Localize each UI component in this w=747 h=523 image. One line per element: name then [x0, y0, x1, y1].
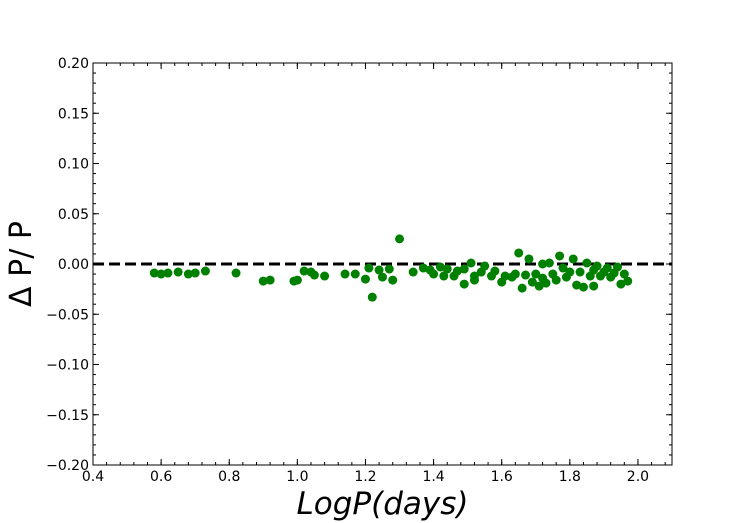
data-point: [320, 271, 330, 281]
data-point: [510, 269, 520, 279]
data-point: [173, 267, 183, 277]
data-point: [459, 264, 469, 274]
data-point: [514, 248, 524, 258]
x-tick-label: 1.0: [286, 469, 308, 485]
data-point: [616, 279, 626, 289]
data-point: [384, 264, 394, 274]
data-point: [183, 269, 193, 279]
chart-marks: [93, 234, 672, 302]
x-tick-label: 1.2: [354, 469, 376, 485]
data-point: [459, 279, 469, 289]
data-point: [527, 277, 537, 287]
data-point: [395, 234, 405, 244]
data-point: [374, 265, 384, 275]
data-point: [521, 270, 531, 280]
y-axis-title: Δ P/ P: [4, 221, 39, 307]
x-tick-label: 0.6: [150, 469, 172, 485]
data-point: [429, 269, 439, 279]
data-point: [408, 267, 418, 277]
data-point: [490, 266, 500, 276]
data-point: [602, 263, 612, 273]
data-point: [200, 266, 210, 276]
data-point: [439, 271, 449, 281]
data-point: [534, 281, 544, 291]
data-point: [565, 267, 575, 277]
data-point: [442, 264, 452, 274]
data-point: [435, 262, 445, 272]
y-tick-label: 0.20: [58, 56, 89, 72]
data-point: [350, 269, 360, 279]
data-point: [531, 269, 541, 279]
data-point: [418, 263, 428, 273]
data-point: [582, 258, 592, 268]
data-point: [340, 269, 350, 279]
y-tick-label: 0.10: [58, 157, 89, 173]
x-tick-label: 2.0: [627, 469, 649, 485]
data-point: [613, 262, 623, 272]
data-point: [592, 261, 602, 271]
data-point: [524, 254, 534, 264]
data-point: [589, 281, 599, 291]
data-point: [623, 276, 633, 286]
y-tick-label: 0.00: [58, 257, 89, 273]
data-point: [367, 292, 377, 302]
data-point: [156, 269, 166, 279]
data-point: [360, 274, 370, 284]
data-point: [378, 272, 387, 282]
data-point: [500, 271, 510, 281]
data-point: [149, 268, 159, 278]
data-point: [517, 283, 527, 293]
data-point: [364, 263, 374, 273]
x-tick-label: 1.8: [559, 469, 581, 485]
x-axis: 0.4 0.6 0.8 1.0 1.2 1.4 1.6 1.8 2.0: [82, 63, 666, 485]
data-point: [555, 251, 565, 261]
data-point: [163, 268, 173, 278]
data-point: [190, 268, 200, 278]
x-tick-label: 0.8: [218, 469, 240, 485]
data-point: [541, 278, 551, 288]
data-point: [572, 280, 582, 290]
y-tick-label: −0.05: [46, 307, 89, 323]
data-point: [309, 270, 319, 280]
data-point: [538, 259, 548, 269]
y-tick-label: −0.15: [46, 408, 89, 424]
data-point: [578, 282, 588, 292]
data-point: [568, 254, 578, 264]
data-point: [231, 268, 241, 278]
data-point: [466, 258, 476, 268]
y-tick-label: 0.05: [58, 207, 89, 223]
data-point: [480, 261, 490, 271]
data-point: [469, 275, 479, 285]
data-point: [544, 258, 554, 268]
y-tick-label: 0.15: [58, 106, 89, 122]
data-point: [575, 267, 585, 277]
x-tick-label: 1.6: [491, 469, 513, 485]
data-point: [258, 276, 268, 286]
data-point: [619, 269, 629, 279]
x-tick-label: 1.4: [422, 469, 444, 485]
y-axis: 0.20 0.15 0.10 0.05 0.00 −0.05 −0.10 −0.15 −0.20: [46, 56, 672, 474]
data-point: [265, 275, 275, 285]
data-point: [551, 275, 561, 285]
data-point: [558, 263, 568, 273]
data-point: [299, 266, 309, 276]
data-point: [388, 275, 398, 285]
x-axis-title: LogP(days): [297, 486, 469, 522]
x-tick-label: 0.4: [82, 469, 104, 485]
y-tick-label: −0.10: [46, 358, 89, 374]
y-tick-label: −0.20: [46, 458, 89, 474]
data-point: [292, 275, 302, 285]
data-point: [452, 266, 462, 276]
